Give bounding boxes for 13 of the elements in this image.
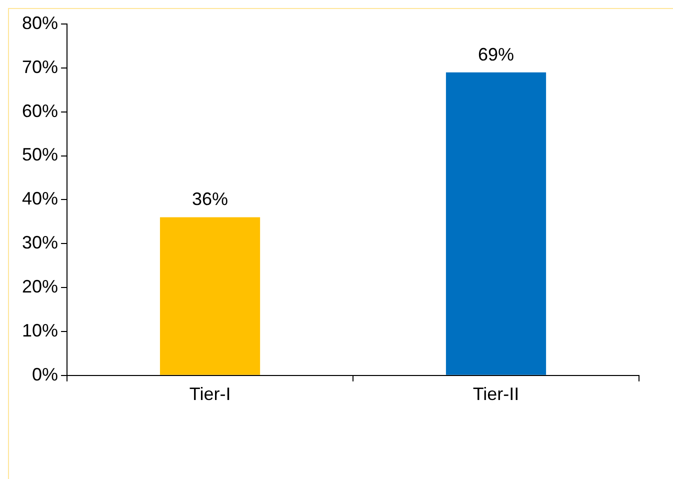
x-tick-label: Tier-I	[189, 384, 231, 404]
y-tick-label: 40%	[22, 188, 58, 209]
y-tick-label: 10%	[22, 320, 58, 340]
y-tick-label: 70%	[22, 56, 58, 77]
y-tick-label: 60%	[22, 100, 58, 121]
data-label: 69%	[478, 44, 514, 64]
x-tick-label: Tier-II	[472, 384, 520, 404]
data-label: 36%	[192, 189, 228, 210]
y-tick-label: 30%	[22, 232, 58, 253]
y-tick-label: 20%	[22, 276, 58, 297]
y-tick-label: 0%	[32, 364, 58, 384]
y-tick-label: 50%	[22, 144, 58, 165]
y-tick-label: 80%	[22, 12, 58, 33]
